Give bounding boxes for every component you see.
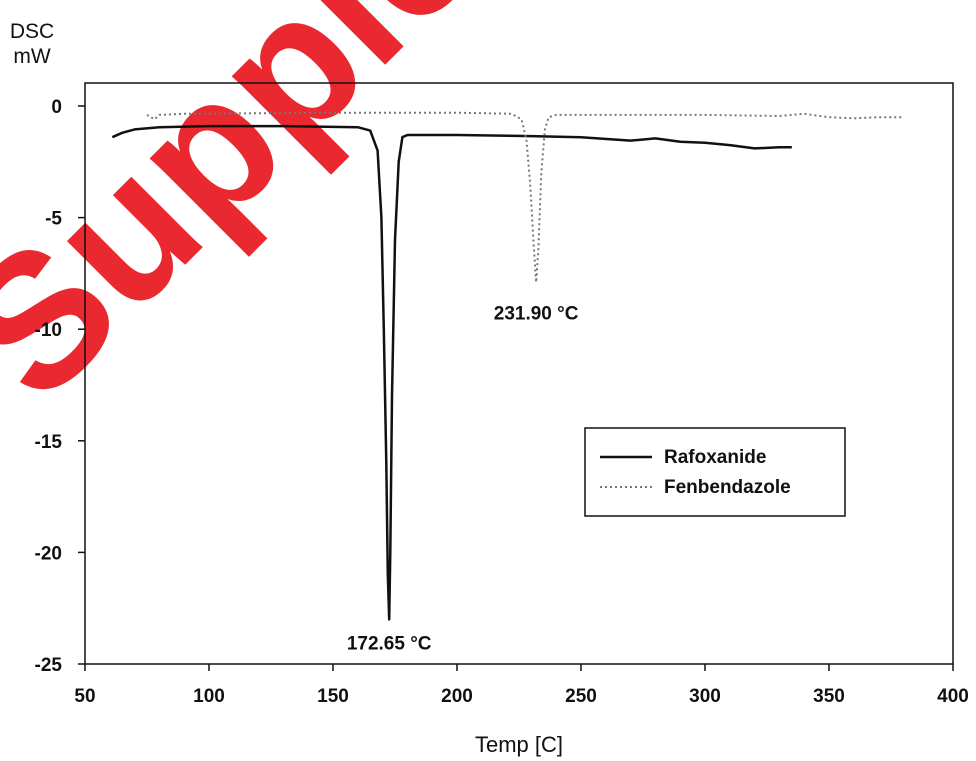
x-tick-label: 250 (565, 686, 597, 707)
legend: Rafoxanide Fenbendazole (584, 427, 846, 517)
y-tick-label: 0 (51, 97, 62, 118)
x-tick-label: 200 (441, 686, 473, 707)
x-axis-ticks: 50 100 150 200 250 300 350 400 (74, 664, 969, 707)
x-tick-label: 400 (937, 686, 969, 707)
x-tick-label: 50 (74, 686, 95, 707)
x-axis-title: Temp [C] (475, 732, 563, 757)
y-axis-label-line2: mW (13, 45, 50, 68)
legend-box (584, 427, 846, 517)
peak-annotation: 172.65 °C (347, 634, 432, 655)
y-tick-label: -25 (35, 655, 63, 676)
legend-label-rafoxanide: Rafoxanide (664, 447, 766, 468)
legend-label-fenbendazole: Fenbendazole (664, 477, 791, 498)
annotations-layer: 231.90 °C 172.65 °C (347, 303, 579, 654)
x-tick-label: 150 (317, 686, 349, 707)
plot-frame (84, 82, 954, 665)
x-tick-label: 300 (689, 686, 721, 707)
y-axis-ticks: 0 -5 -10 -15 -20 -25 (35, 97, 85, 676)
peak-annotation: 231.90 °C (494, 303, 579, 324)
x-tick-label: 100 (193, 686, 225, 707)
series-layer (111, 111, 904, 621)
x-tick-label: 350 (813, 686, 845, 707)
y-tick-label: -20 (35, 543, 62, 564)
y-tick-label: -5 (45, 209, 62, 230)
y-tick-label: -15 (35, 432, 63, 453)
watermark-text: Supplem (0, 0, 636, 439)
series-line-rafoxanide (111, 124, 792, 621)
y-axis-label-line1: DSC (10, 20, 54, 43)
y-tick-label: -10 (35, 320, 62, 341)
watermark-layer: Supplem (0, 0, 636, 439)
